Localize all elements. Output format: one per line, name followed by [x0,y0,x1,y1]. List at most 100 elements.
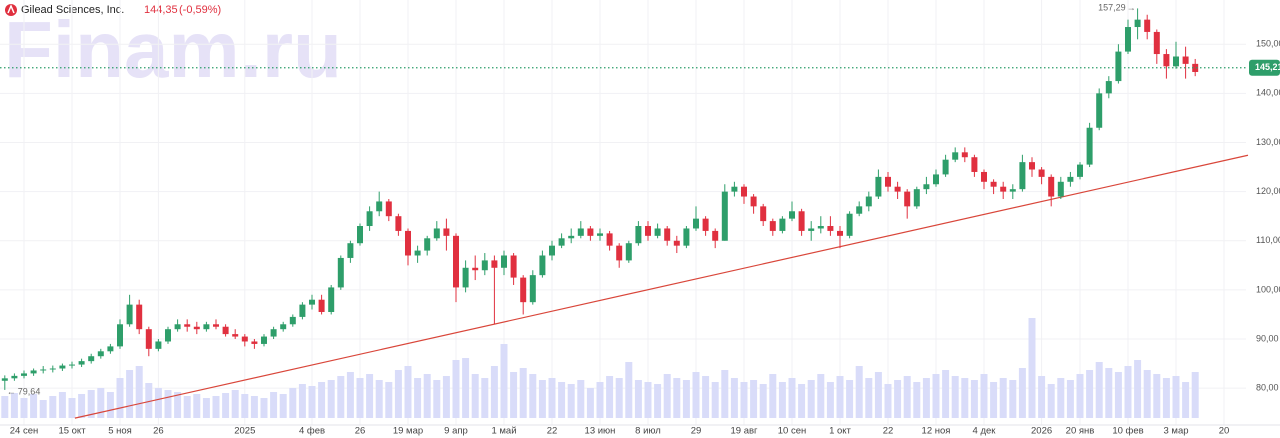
candle-body [491,260,498,268]
volume-bar [30,394,38,418]
price-change: (-0,59%) [179,4,221,16]
volume-bar [346,372,354,418]
trendline [74,154,1249,419]
candle-body [808,228,815,231]
candle-body [40,369,47,371]
candle-body [395,216,402,231]
volume-bar [423,374,431,418]
candle-body [433,228,440,239]
volume-bar [778,382,786,418]
volume-bar [836,376,844,418]
x-tick-label: 15 окт [58,426,86,437]
candle-body [126,304,133,325]
y-tick-label: 100,00 [1256,284,1280,294]
volume-bar [385,382,393,418]
candle-body [376,201,383,212]
x-tick-label: 1 окт [829,426,851,437]
candle-body [59,365,66,369]
candle-body [213,324,219,327]
candle-body [731,186,738,192]
candle-body [981,171,987,182]
volume-bar [558,382,566,418]
volume-bar [913,382,921,418]
candle-body [414,250,421,256]
candle-body [558,238,565,246]
candle-body [750,196,757,207]
candle-body [961,152,968,158]
volume-bar [39,400,47,418]
candle-body [529,275,536,303]
x-tick-label: 13 июн [585,426,616,437]
x-tick-label: 29 [691,426,702,437]
candle-body [88,356,95,362]
volume-bar [606,376,614,418]
volume-bar [270,392,278,418]
candle-body [1115,51,1122,82]
candle-body [1096,93,1103,128]
candle-body [1153,31,1160,55]
volume-bar [596,382,604,418]
candle-body [520,277,527,303]
volume-bar [433,380,441,418]
candle-body [894,186,901,192]
chart-title: Gilead Sciences, Inc. [21,4,124,16]
candle-body [1173,56,1179,67]
candle-body [472,267,479,271]
volume-bar [1009,380,1017,418]
volume-bar [414,378,422,418]
volume-bar [1,396,9,418]
candle-body [664,228,671,241]
x-tick-label: 19 авг [730,426,758,437]
candle-body [366,211,373,227]
high-label: 157,29 [1098,2,1126,12]
candle-body [721,191,728,241]
volume-bar [951,376,959,418]
volume-bar [702,376,710,418]
candle-body [712,230,719,241]
volume-bar [500,344,508,418]
candle-body [1000,186,1007,192]
candle-body [645,226,651,236]
volume-bar [510,372,518,418]
volume-bar [193,394,201,418]
volume-bar [145,383,153,418]
x-tick-label: 2025 [234,426,255,437]
volume-bar [788,378,796,418]
volume-bar [375,380,383,418]
candle-body [923,184,930,190]
volume-bar [980,374,988,418]
volume-bar [1191,372,1199,418]
volume-bar [97,388,105,418]
volume-bar [807,380,815,418]
candle-body [846,213,853,236]
volume-bar [625,362,633,418]
volume-bar [884,384,892,418]
candle-body [597,233,603,236]
candle-body [501,255,507,268]
candle-body [1048,176,1055,197]
volume-bar [730,378,738,418]
candle-body [789,211,795,219]
logo-mark [7,4,15,14]
candle-body [78,361,85,365]
volume-bar [798,384,806,418]
x-tick-label: 26 [153,426,164,437]
volume-bar [1172,376,1180,418]
volume-bar [1095,362,1103,418]
volume-bar [855,366,863,418]
candle-body [299,304,306,317]
candle-body [1144,19,1151,32]
volume-bar [481,378,489,418]
volume-bar [577,380,585,418]
volume-bar [932,374,940,418]
candle-body [328,287,335,312]
y-tick-label: 120,00 [1256,186,1280,196]
volume-bar [10,393,18,418]
volume-bar [452,360,460,418]
volume-bar [750,380,758,418]
candle-body [136,304,143,330]
x-tick-label: 5 ноя [108,426,132,437]
candle-body [933,174,939,185]
high-arrow: → [1127,2,1136,12]
